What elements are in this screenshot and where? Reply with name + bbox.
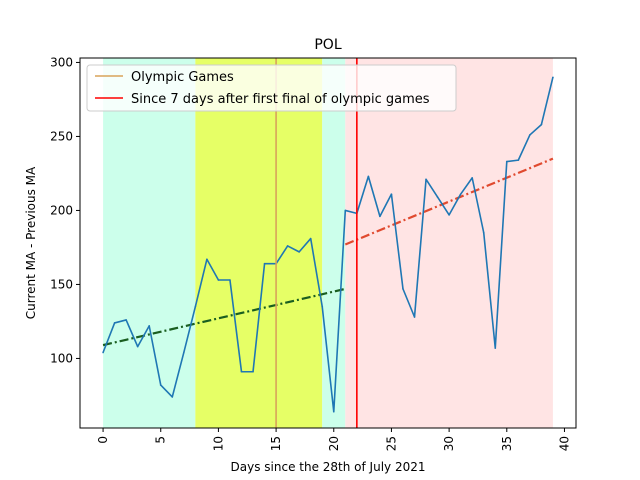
data-point-day-37 [529, 134, 531, 136]
data-point-day-3 [136, 345, 139, 348]
data-point-day-9 [206, 258, 208, 261]
y-tick-label-200: 200 [50, 203, 73, 217]
data-point-day-35 [505, 160, 508, 163]
data-point-day-4 [148, 325, 151, 327]
legend-label-olympic-games: Olympic Games [131, 70, 234, 85]
x-tick-label-15: 15 [269, 436, 283, 451]
data-point-day-28 [425, 178, 427, 181]
legend-label-since-7-days: Since 7 days after first final of olympi… [131, 92, 430, 107]
data-point-day-33 [482, 231, 485, 234]
series-line [102, 77, 554, 413]
data-point-day-20 [332, 410, 335, 413]
y-axis-label: Current MA - Previous MA [24, 166, 38, 319]
data-point-day-1 [113, 322, 116, 324]
x-tick-label-20: 20 [327, 436, 341, 451]
data-point-day-16 [286, 245, 289, 247]
data-point-day-11 [229, 279, 231, 281]
chart-title: POL [314, 37, 341, 53]
data-point-day-39 [552, 76, 554, 79]
data-point-day-10 [217, 279, 220, 281]
data-point-day-24 [379, 215, 381, 218]
x-tick-label-30: 30 [442, 436, 456, 451]
x-tick-label-0: 0 [96, 436, 110, 444]
x-axis-label: Days since the 28th of July 2021 [231, 460, 426, 474]
data-point-day-8 [194, 305, 197, 308]
data-point-day-19 [321, 305, 324, 308]
data-point-day-13 [252, 370, 254, 373]
shaded-region-3 [322, 58, 346, 428]
x-tick-label-35: 35 [500, 436, 514, 451]
shaded-regions [103, 58, 553, 428]
shaded-region-2 [195, 58, 323, 428]
data-point-day-23 [367, 175, 370, 178]
data-point-day-30 [448, 214, 450, 216]
shaded-region-1 [103, 58, 196, 428]
data-point-day-36 [517, 159, 520, 161]
axes-frame [79, 57, 577, 429]
data-point-day-34 [494, 347, 497, 349]
x-ticks: 0 5 10 15 20 25 30 35 40 [96, 428, 571, 451]
data-point-day-32 [471, 177, 473, 179]
data-point-day-0 [102, 351, 104, 354]
reference-lines [275, 58, 358, 428]
data-point-day-2 [125, 319, 127, 321]
y-ticks: 100 150 200 250 300 [50, 55, 80, 365]
data-point-day-7 [183, 351, 185, 354]
data-point-day-5 [159, 384, 162, 386]
x-tick-label-40: 40 [557, 436, 571, 451]
y-tick-label-300: 300 [50, 55, 73, 69]
shaded-region-4 [345, 58, 553, 428]
data-point-day-18 [309, 237, 312, 240]
legend: Olympic Games Since 7 days after first f… [86, 64, 457, 112]
data-point-day-26 [402, 288, 404, 290]
x-tick-label-10: 10 [211, 436, 225, 451]
data-point-day-31 [459, 193, 462, 195]
data-point-day-38 [540, 123, 543, 126]
y-tick-label-250: 250 [50, 129, 73, 143]
x-tick-label-25: 25 [384, 436, 398, 451]
data-point-day-14 [263, 262, 266, 265]
data-point-day-25 [390, 193, 393, 195]
data-point-day-6 [171, 396, 174, 398]
trend-line-2 [344, 157, 554, 246]
x-tick-label-5: 5 [154, 436, 168, 444]
data-point-day-29 [436, 196, 439, 198]
data-lines [102, 76, 554, 413]
y-tick-label-150: 150 [50, 277, 73, 291]
data-point-day-27 [413, 316, 416, 318]
legend-box [86, 64, 457, 112]
y-tick-label-100: 100 [50, 351, 73, 365]
data-point-day-17 [298, 251, 300, 253]
data-point-day-21 [344, 209, 347, 212]
data-point-day-12 [240, 370, 243, 373]
